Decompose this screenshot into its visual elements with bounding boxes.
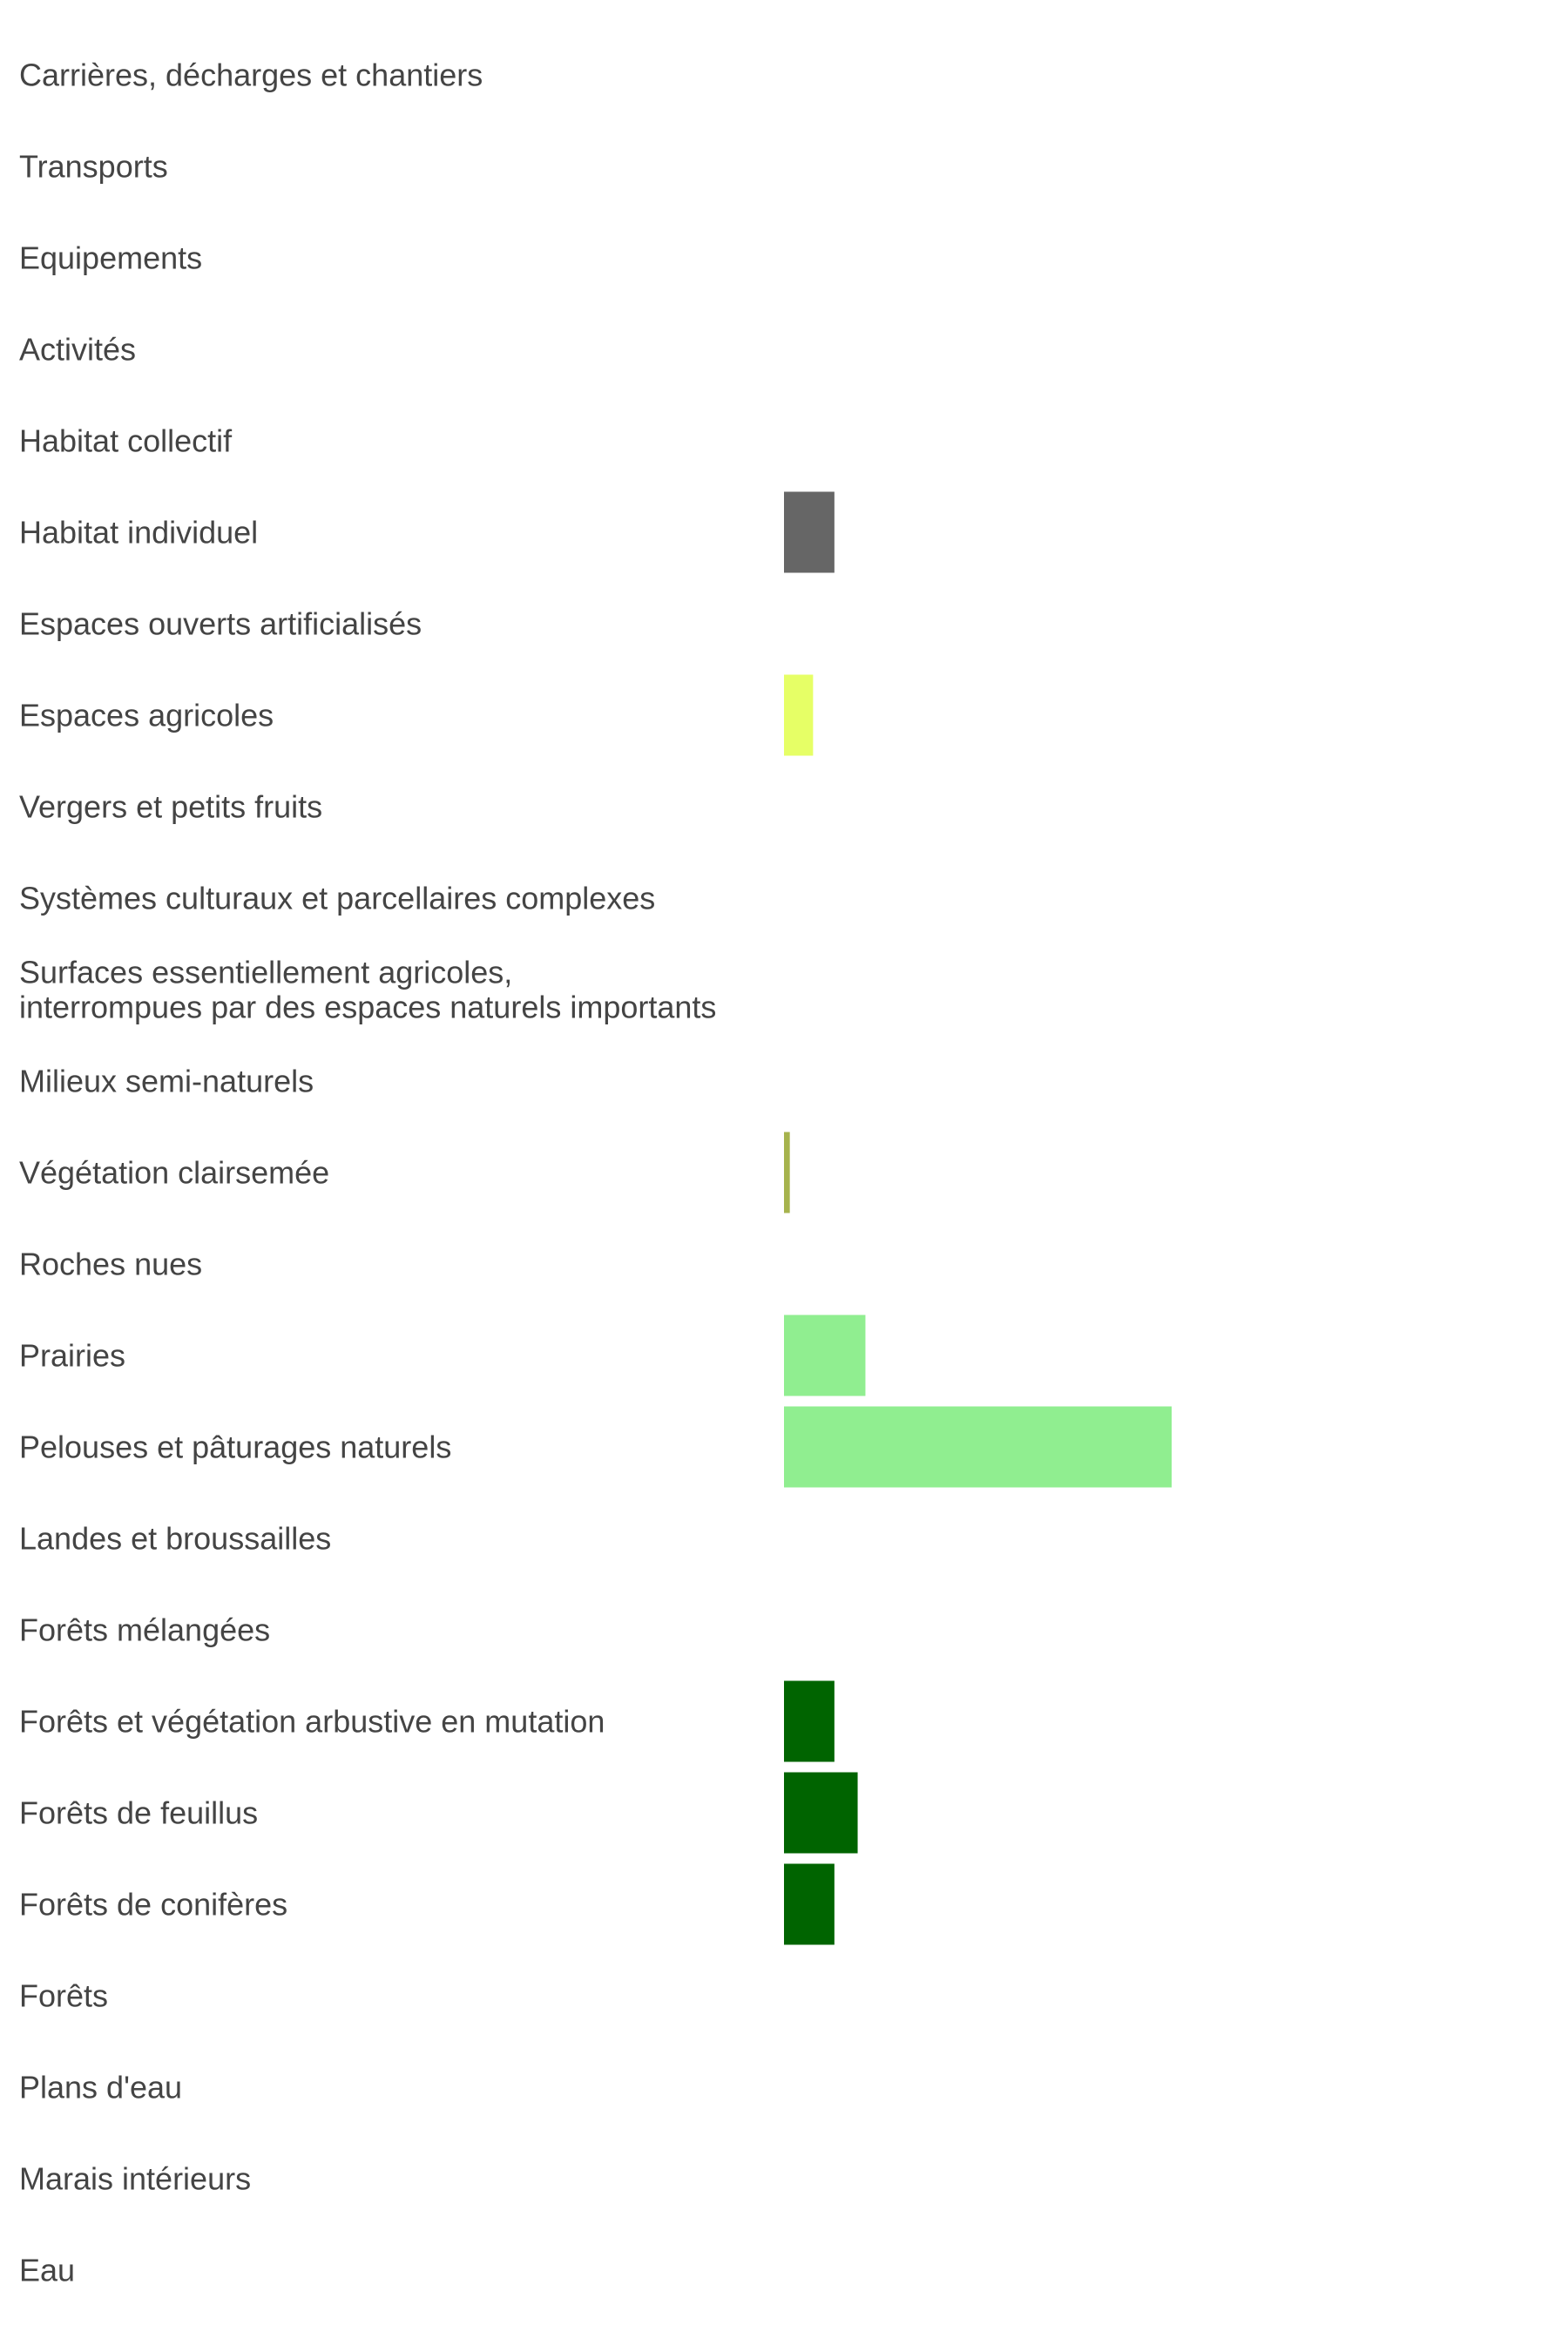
category-label: Activités bbox=[19, 332, 136, 368]
category-label: Carrières, décharges et chantiers bbox=[19, 57, 483, 93]
category-label: Forêts de feuillus bbox=[19, 1795, 258, 1831]
category-label: Surfaces essentiellement agricoles, inter… bbox=[19, 955, 716, 1025]
category-label: Milieux semi-naturels bbox=[19, 1064, 314, 1099]
category-label: Prairies bbox=[19, 1338, 125, 1374]
category-label: Systèmes culturaux et parcellaires compl… bbox=[19, 881, 655, 916]
category-label: Végétation clairsemée bbox=[19, 1155, 329, 1191]
category-label: Espaces agricoles bbox=[19, 698, 274, 733]
bars bbox=[784, 491, 1172, 1945]
category-label: Forêts de conifères bbox=[19, 1887, 287, 1923]
bar bbox=[784, 1132, 790, 1213]
category-label: Habitat individuel bbox=[19, 515, 258, 551]
category-label: Forêts bbox=[19, 1978, 108, 2014]
category-label: Forêts et végétation arbustive en mutati… bbox=[19, 1704, 605, 1740]
category-labels: Carrières, décharges et chantiers Transpo… bbox=[19, 57, 716, 2288]
category-label: Roches nues bbox=[19, 1247, 202, 1282]
bar bbox=[784, 1863, 835, 1945]
category-label: Espaces ouverts artificialisés bbox=[19, 606, 422, 642]
category-label: Vergers et petits fruits bbox=[19, 789, 322, 825]
bar bbox=[784, 1680, 835, 1762]
category-label: Eau bbox=[19, 2253, 75, 2288]
bar bbox=[784, 1406, 1172, 1488]
category-label: Forêts mélangées bbox=[19, 1612, 270, 1648]
category-label: Landes et broussailles bbox=[19, 1521, 331, 1557]
category-label: Marais intérieurs bbox=[19, 2161, 251, 2197]
category-label: Transports bbox=[19, 149, 168, 185]
bar bbox=[784, 491, 835, 573]
category-label: Equipements bbox=[19, 240, 202, 276]
category-label: Habitat collectif bbox=[19, 423, 233, 459]
bar bbox=[784, 674, 814, 756]
category-label: Plans d'eau bbox=[19, 2070, 182, 2105]
bar bbox=[784, 1315, 866, 1396]
category-label: Pelouses et pâturages naturels bbox=[19, 1429, 451, 1465]
bar bbox=[784, 1772, 858, 1854]
